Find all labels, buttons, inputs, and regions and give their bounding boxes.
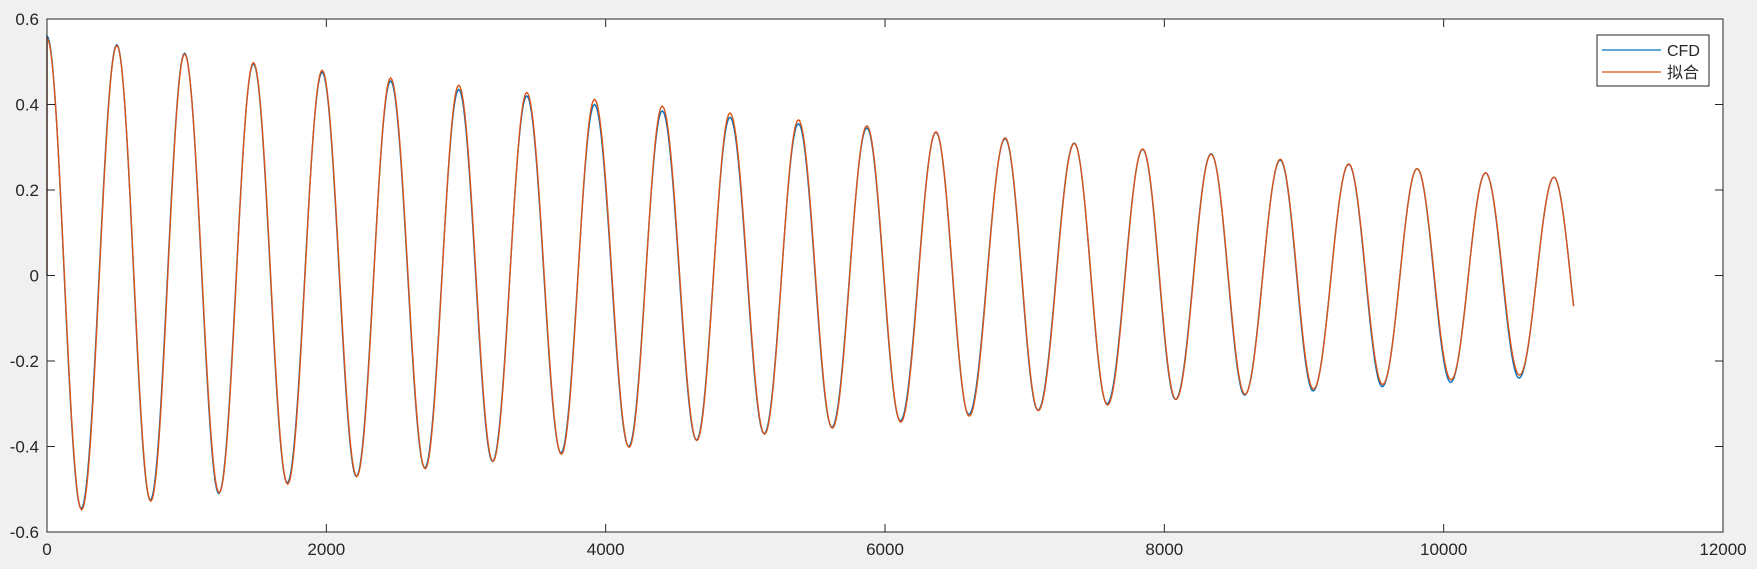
y-tick-label: -0.2 — [10, 352, 39, 371]
plot-area — [47, 19, 1723, 532]
legend-box — [1596, 34, 1710, 87]
y-tick-label: 0.6 — [15, 10, 39, 29]
y-tick-label: 0.4 — [15, 96, 39, 115]
x-tick-label: 6000 — [866, 540, 904, 559]
y-tick-label: -0.6 — [10, 523, 39, 542]
legend: CFD 拟合 — [1596, 34, 1710, 87]
y-tick-label: 0.2 — [15, 181, 39, 200]
x-tick-label: 0 — [42, 540, 51, 559]
x-tick-label: 2000 — [307, 540, 345, 559]
series-line-fit — [46, 36, 1575, 511]
x-tick-label: 12000 — [1699, 540, 1746, 559]
x-tick-label: 10000 — [1420, 540, 1467, 559]
legend-label-cfd: CFD — [1667, 43, 1700, 60]
axes-layer: 0 2000 4000 6000 8000 10000 12000 -0.6 -0.4 -0.2 0… — [10, 10, 1747, 559]
y-tick-label: 0 — [30, 267, 39, 286]
legend-label-fit: 拟合 — [1667, 64, 1699, 82]
y-tick-label: -0.4 — [10, 438, 39, 457]
x-tick-label: 8000 — [1145, 540, 1183, 559]
x-tick-label: 4000 — [587, 540, 625, 559]
series-layer — [46, 34, 1575, 511]
